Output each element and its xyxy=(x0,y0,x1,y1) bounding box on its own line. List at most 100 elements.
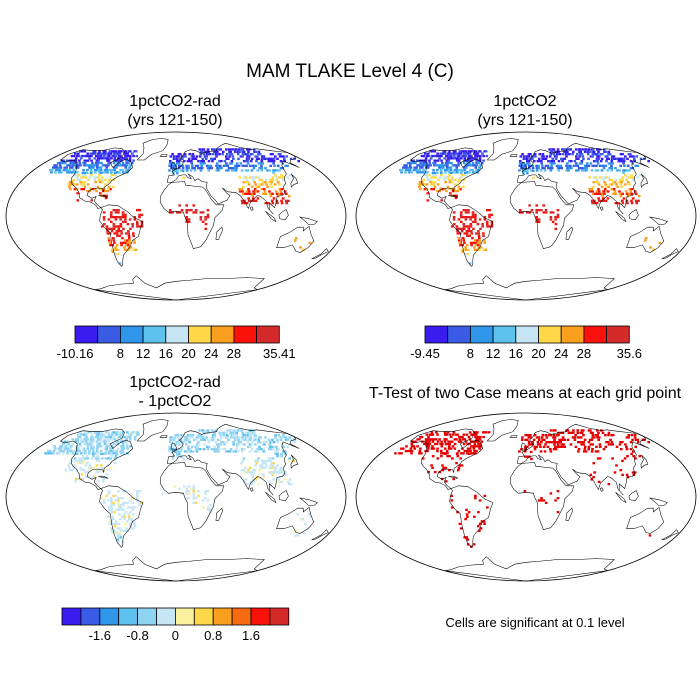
lake-cell xyxy=(119,508,123,511)
lake-cell xyxy=(459,527,463,530)
lake-cell xyxy=(239,155,243,158)
lake-cell xyxy=(172,157,176,160)
lake-cell xyxy=(412,445,416,448)
lake-cell xyxy=(475,168,478,172)
lake-cell xyxy=(272,171,275,174)
lake-cell xyxy=(57,447,61,450)
lake-cell xyxy=(522,157,526,160)
lake-cell xyxy=(278,436,282,439)
lake-cell xyxy=(119,216,122,219)
lake-cell xyxy=(202,160,205,163)
lake-cell xyxy=(456,433,459,436)
lake-cell xyxy=(261,181,265,184)
lake-cell xyxy=(223,443,226,446)
lake-cell xyxy=(78,159,81,162)
lake-cell xyxy=(101,164,105,167)
lake-cell xyxy=(50,171,53,174)
coastline-srilanka xyxy=(599,206,604,211)
lake-cell xyxy=(539,445,542,448)
lake-cell xyxy=(189,436,192,439)
lake-cell xyxy=(431,433,435,436)
lake-cell xyxy=(439,442,442,446)
lake-cell xyxy=(125,154,129,158)
lake-cell xyxy=(426,449,429,453)
lake-cell xyxy=(475,449,478,453)
lake-cell xyxy=(174,169,177,173)
lake-cell xyxy=(83,431,87,434)
lake-cell xyxy=(576,431,580,434)
lake-cell xyxy=(71,438,75,441)
lake-cell xyxy=(225,162,228,165)
lake-cell xyxy=(528,204,531,207)
lake-cell xyxy=(596,434,599,437)
lake-cell xyxy=(641,438,645,441)
lake-cell xyxy=(430,431,434,434)
lake-cell xyxy=(201,438,205,441)
lake-cell xyxy=(262,473,265,476)
lake-cell xyxy=(201,211,205,214)
lake-cell xyxy=(652,248,655,251)
lake-cell xyxy=(286,176,289,179)
lake-cell xyxy=(605,176,608,179)
lake-cell xyxy=(88,452,91,455)
lake-cell xyxy=(594,181,598,184)
lake-cell xyxy=(577,157,580,160)
lake-cell xyxy=(98,431,101,434)
coastline-samerica xyxy=(99,204,144,267)
lake-cell xyxy=(470,545,473,548)
lake-cell xyxy=(614,181,617,184)
lake-cell xyxy=(170,448,173,451)
lake-cell xyxy=(190,487,193,490)
lake-cell xyxy=(169,441,172,444)
lake-cell xyxy=(273,164,276,167)
lake-cell xyxy=(554,150,557,153)
lake-cell xyxy=(199,211,203,214)
lake-cell xyxy=(168,450,171,453)
lake-cell xyxy=(430,188,433,191)
lake-cell xyxy=(447,152,450,155)
lake-cell xyxy=(74,159,78,162)
lake-cell xyxy=(620,448,623,451)
lake-cell xyxy=(116,442,119,446)
lake-cell xyxy=(92,440,95,443)
lake-cell xyxy=(115,449,118,453)
lake-cell xyxy=(421,159,424,162)
lake-cell xyxy=(194,497,198,500)
lake-cell xyxy=(450,440,454,443)
lake-cell xyxy=(79,462,82,465)
lake-cell xyxy=(475,445,479,448)
lake-cell xyxy=(444,164,447,167)
lake-cell xyxy=(211,429,214,432)
lake-cell xyxy=(402,166,405,169)
lake-cell xyxy=(297,160,300,163)
lake-cell xyxy=(619,183,623,186)
lake-cell xyxy=(562,148,565,151)
lake-cell xyxy=(117,499,120,502)
lake-cell xyxy=(549,216,553,219)
lake-cell xyxy=(199,162,203,165)
lake-cell xyxy=(210,448,214,451)
lake-cell xyxy=(536,160,540,163)
lake-cell xyxy=(185,209,188,212)
lake-cell xyxy=(585,162,589,165)
lake-cell xyxy=(466,543,470,546)
lake-cell xyxy=(239,441,242,444)
lake-cell xyxy=(98,154,101,158)
lake-cell xyxy=(195,450,199,453)
lake-cell xyxy=(112,504,116,507)
lake-cell xyxy=(86,189,89,193)
lake-cell xyxy=(477,442,480,446)
lake-cell xyxy=(461,244,464,247)
lake-cell xyxy=(78,449,81,453)
lake-cell xyxy=(445,166,449,169)
lake-cell xyxy=(249,160,253,163)
lake-cell xyxy=(463,157,467,160)
lake-cell xyxy=(261,462,265,465)
lake-cell xyxy=(85,435,88,439)
lake-cell xyxy=(132,520,136,523)
lake-cell xyxy=(404,171,407,174)
lake-cell xyxy=(103,164,107,167)
lake-cell xyxy=(531,441,534,444)
lake-cell xyxy=(269,157,272,160)
lake-cell xyxy=(400,447,403,450)
